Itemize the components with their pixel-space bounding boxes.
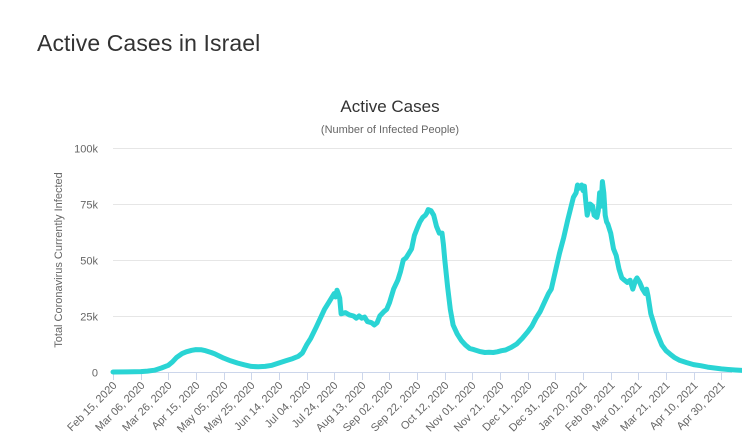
y-tick-label: 75k	[80, 200, 98, 212]
y-tick-label: 100k	[74, 144, 98, 156]
series-line	[110, 179, 742, 375]
y-tick-label: 25k	[80, 312, 98, 324]
y-tick-label: 0	[92, 368, 98, 380]
series-active-cases	[110, 179, 742, 375]
x-axis	[113, 372, 732, 380]
y-tick-labels: 0 25k 50k 75k 100k	[74, 144, 98, 380]
grid-lines	[113, 148, 732, 317]
chart-subtitle: (Number of Infected People)	[321, 124, 459, 136]
y-tick-label: 50k	[80, 256, 98, 268]
chart-title: Active Cases	[340, 97, 439, 116]
page-title: Active Cases in Israel	[37, 30, 261, 56]
y-axis-label: Total Coronavirus Currently Infected	[53, 172, 65, 347]
